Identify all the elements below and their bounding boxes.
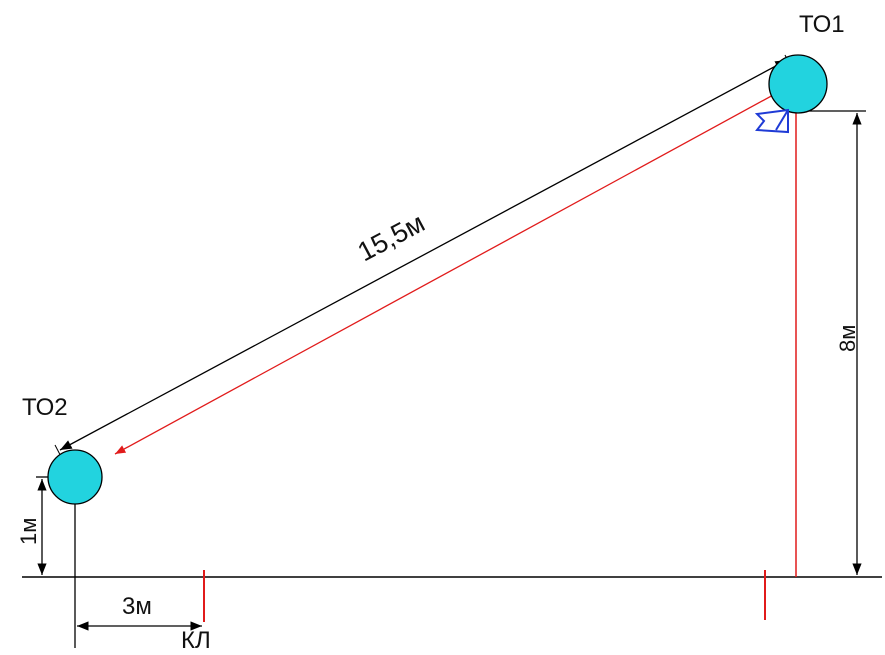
kl-label: КЛ bbox=[181, 627, 211, 654]
camera-marker-inner bbox=[775, 109, 789, 131]
to2-label: ТО2 bbox=[22, 394, 68, 421]
height-to1-label: 8м bbox=[835, 325, 860, 352]
height-to2-label: 1м bbox=[16, 518, 41, 545]
cable-line bbox=[114, 87, 787, 455]
span-dimension-line bbox=[59, 59, 788, 451]
to1-node bbox=[768, 54, 828, 114]
to2-node bbox=[47, 449, 103, 505]
camera-marker-icon bbox=[754, 108, 789, 134]
to1-label: ТО1 bbox=[799, 11, 845, 38]
offset-kl-label: 3м bbox=[122, 593, 152, 620]
